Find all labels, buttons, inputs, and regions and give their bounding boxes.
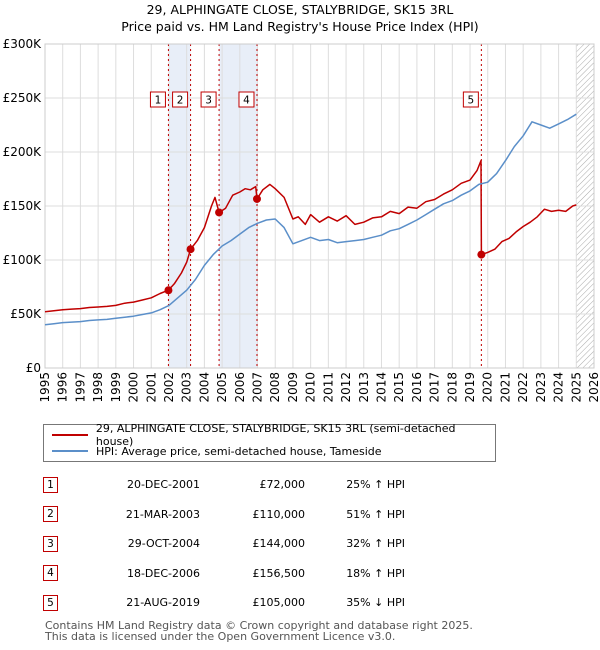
x-tick-label: 2018	[445, 372, 459, 403]
sale-price: £72,000	[259, 478, 306, 492]
sale-point	[186, 245, 195, 254]
x-tick-label: 2000	[127, 372, 141, 403]
sale-hpi-change: 32% ↑ HPI	[346, 537, 405, 551]
x-tick-label: 2012	[339, 372, 353, 403]
sale-date: 21-MAR-2003	[125, 507, 200, 521]
y-tick-label: £0	[26, 361, 41, 375]
sale-date: 20-DEC-2001	[126, 478, 200, 492]
sale-label-box	[462, 91, 479, 108]
y-tick-label: £150K	[3, 199, 43, 213]
table-row: 2 21-MAR-2003 £110,000 51% ↑ HPI	[43, 500, 405, 530]
y-tick-label: £250K	[3, 91, 43, 105]
x-tick-label: 2006	[233, 372, 247, 403]
x-tick-label: 2014	[374, 372, 388, 403]
legend-item-property: 29, ALPHINGATE CLOSE, STALYBRIDGE, SK15 …	[52, 422, 495, 448]
y-tick-label: £100K	[3, 253, 43, 267]
x-tick-label: 2001	[144, 372, 158, 403]
sale-number-badge: 1	[43, 476, 58, 493]
series-line-property	[44, 159, 577, 313]
sale-label-box	[149, 91, 166, 108]
x-tick-label: 1998	[91, 372, 105, 403]
x-tick-label: 2007	[251, 372, 265, 403]
sale-price: £110,000	[252, 507, 306, 521]
sale-point	[215, 208, 224, 217]
sale-date: 18-DEC-2006	[126, 566, 200, 580]
sale-price: £156,500	[252, 566, 306, 580]
sale-hpi-change: 51% ↑ HPI	[346, 507, 405, 521]
legend-item-hpi: HPI: Average price, semi-detached house,…	[52, 444, 382, 458]
x-tick-label: 2020	[481, 372, 495, 403]
sale-number-badge: 2	[43, 506, 58, 523]
sale-hpi-change: 18% ↑ HPI	[346, 566, 405, 580]
x-tick-label: 2015	[392, 372, 406, 403]
x-tick-label: 1995	[38, 372, 52, 403]
x-tick-label: 2022	[516, 372, 530, 403]
sale-label: 3	[205, 95, 212, 107]
sale-label: 5	[468, 95, 475, 107]
x-tick-label: 2013	[357, 372, 371, 403]
x-tick-label: 1997	[73, 372, 87, 403]
sale-label-box	[200, 91, 217, 108]
x-tick-label: 1996	[56, 372, 70, 403]
y-tick-label: £50K	[10, 307, 42, 321]
sale-hpi-change: 35% ↓ HPI	[346, 596, 405, 610]
legend-label-property: 29, ALPHINGATE CLOSE, STALYBRIDGE, SK15 …	[95, 422, 456, 448]
chart-subtitle: Price paid vs. HM Land Registry's House …	[121, 19, 479, 34]
x-tick-label: 2002	[162, 372, 176, 403]
x-tick-label: 2008	[268, 372, 282, 403]
sale-label: 1	[155, 95, 162, 107]
sale-date: 21-AUG-2019	[126, 596, 200, 610]
x-tick-label: 2019	[463, 372, 477, 403]
sale-label: 2	[177, 95, 184, 107]
footer: Contains HM Land Registry data © Crown c…	[45, 620, 473, 642]
sale-point	[252, 194, 261, 203]
table-row: 3 29-OCT-2004 £144,000 32% ↑ HPI	[43, 529, 405, 559]
sales-table: 1 20-DEC-2001 £72,000 25% ↑ HPI 2 21-MAR…	[43, 470, 405, 618]
y-tick-label: £300K	[3, 37, 43, 51]
sale-label-box	[238, 91, 255, 108]
chart-title: 29, ALPHINGATE CLOSE, STALYBRIDGE, SK15 …	[146, 2, 454, 17]
x-tick-label: 2011	[321, 372, 335, 403]
sale-point	[477, 250, 486, 259]
legend-line-property	[52, 434, 88, 436]
plot-frame	[44, 43, 595, 369]
x-tick-label: 2017	[428, 372, 442, 403]
sale-price: £105,000	[252, 596, 306, 610]
x-tick-label: 2010	[304, 372, 318, 403]
sale-label-box	[172, 91, 189, 108]
footer-copyright: Contains HM Land Registry data © Crown c…	[45, 619, 473, 632]
sale-number-badge: 3	[43, 535, 58, 552]
x-tick-label: 2025	[569, 372, 583, 403]
x-tick-label: 2026	[587, 372, 600, 403]
x-tick-label: 1999	[109, 372, 123, 403]
legend-label-hpi: HPI: Average price, semi-detached house,…	[96, 444, 382, 458]
x-tick-label: 2023	[534, 372, 548, 403]
table-row: 4 18-DEC-2006 £156,500 18% ↑ HPI	[43, 559, 405, 589]
x-tick-label: 2004	[197, 372, 211, 403]
series-line-hpi	[44, 113, 577, 326]
x-tick-label: 2009	[286, 372, 300, 403]
table-row: 1 20-DEC-2001 £72,000 25% ↑ HPI	[43, 470, 405, 500]
sale-number-badge: 5	[43, 594, 58, 611]
x-tick-label: 2024	[552, 372, 566, 403]
x-tick-label: 2021	[498, 372, 512, 403]
sale-label: 4	[243, 95, 250, 107]
sale-hpi-change: 25% ↑ HPI	[346, 478, 405, 492]
x-tick-label: 2016	[410, 372, 424, 403]
legend-line-hpi	[52, 450, 88, 452]
sale-price: £144,000	[252, 537, 306, 551]
legend: 29, ALPHINGATE CLOSE, STALYBRIDGE, SK15 …	[43, 422, 496, 462]
y-tick-label: £200K	[3, 145, 43, 159]
sale-point	[164, 286, 173, 295]
x-tick-label: 2005	[215, 372, 229, 403]
price-chart: 1 2 3 4 5 £0 £50K £100K £150K £200K £250K £300K 1995…	[3, 37, 600, 403]
footer-licence: This data is licensed under the Open Gov…	[45, 630, 396, 643]
sale-date: 29-OCT-2004	[127, 537, 200, 551]
x-tick-label: 2003	[180, 372, 194, 403]
table-row: 5 21-AUG-2019 £105,000 35% ↓ HPI	[43, 588, 405, 618]
sale-number-badge: 4	[43, 565, 58, 582]
